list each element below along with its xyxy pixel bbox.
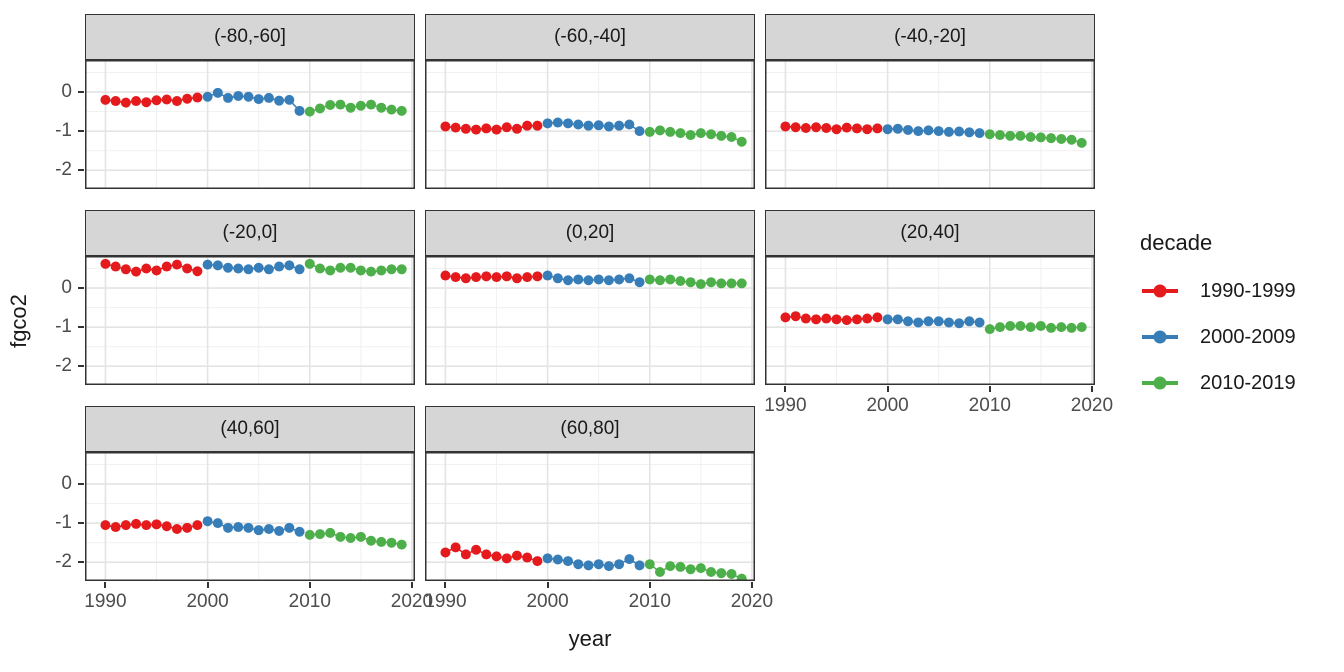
facet-panel <box>425 256 755 385</box>
y-tick-label: -2 <box>55 159 72 181</box>
facet-strip-label: (20,40] <box>900 222 960 243</box>
legend-key-2000-2009: 2000-2009 <box>1140 322 1296 352</box>
facet-strip-label: (-20,0] <box>222 222 278 243</box>
y-tick-mark <box>78 561 84 564</box>
x-tick-label: 2010 <box>968 395 1011 416</box>
x-tick-label: 1990 <box>84 591 127 612</box>
y-tick-mark <box>78 169 84 172</box>
y-tick-label: 0 <box>61 473 72 495</box>
facet-cell: (60,80] <box>425 406 755 581</box>
x-tick-label: 2010 <box>628 591 671 612</box>
facet-cell: (-20,0] <box>85 210 415 385</box>
x-tick-mark <box>546 582 549 588</box>
x-tick-label: 2020 <box>390 591 434 612</box>
legend: decade 1990-1999 2000-2009 2010-2019 <box>1140 230 1296 414</box>
facet-strip-label: (-60,-40] <box>554 26 626 47</box>
x-axis-title: year <box>568 626 612 651</box>
facet-strip: (-20,0] <box>85 210 415 256</box>
x-tick-label: 2000 <box>866 395 909 416</box>
x-tick-label: 2020 <box>1070 395 1114 416</box>
facet-strip: (40,60] <box>85 406 415 452</box>
facet-panel <box>85 60 415 189</box>
legend-line-point-icon <box>1142 376 1178 390</box>
facet-panel <box>765 60 1095 189</box>
x-tick-mark <box>750 582 753 588</box>
y-tick-label: -1 <box>55 120 72 142</box>
facet-panel <box>765 256 1095 385</box>
x-tick-label: 1990 <box>424 591 467 612</box>
y-tick-mark <box>78 91 84 94</box>
y-tick-label: -1 <box>55 316 72 338</box>
x-tick-label: 2020 <box>730 591 774 612</box>
y-tick-mark <box>78 522 84 525</box>
legend-line-point-icon <box>1142 330 1178 344</box>
facet-strip: (-60,-40] <box>425 14 755 60</box>
facet-cell: (20,40] <box>765 210 1095 385</box>
legend-line-point-icon <box>1142 284 1178 298</box>
x-tick-mark <box>784 386 787 392</box>
y-tick-label: 0 <box>61 81 72 103</box>
facet-cell: (40,60] <box>85 406 415 581</box>
facet-strip: (-40,-20] <box>765 14 1095 60</box>
facet-strip: (0,20] <box>425 210 755 256</box>
facet-strip: (-80,-60] <box>85 14 415 60</box>
facet-strip: (60,80] <box>425 406 755 452</box>
y-tick-mark <box>78 365 84 368</box>
y-tick-mark <box>78 483 84 486</box>
facet-strip-label: (-40,-20] <box>894 26 966 47</box>
x-tick-mark <box>104 582 107 588</box>
y-tick-mark <box>78 130 84 133</box>
x-tick-mark <box>308 582 311 588</box>
x-tick-mark <box>1090 386 1093 392</box>
y-tick-label: -2 <box>55 355 72 377</box>
x-tick-mark <box>206 582 209 588</box>
facet-panel <box>85 256 415 385</box>
x-tick-label: 2000 <box>186 591 229 612</box>
facet-cell: (-60,-40] <box>425 14 755 189</box>
facet-panel <box>85 452 415 581</box>
legend-label: 1990-1999 <box>1200 279 1296 302</box>
legend-key-1990-1999: 1990-1999 <box>1140 276 1296 306</box>
x-tick-mark <box>410 582 413 588</box>
y-tick-mark <box>78 326 84 329</box>
y-tick-mark <box>78 287 84 290</box>
x-tick-mark <box>988 386 991 392</box>
facet-strip-label: (40,60] <box>220 418 280 439</box>
facet-strip: (20,40] <box>765 210 1095 256</box>
facet-strip-label: (60,80] <box>560 418 620 439</box>
x-tick-mark <box>648 582 651 588</box>
y-tick-label: -2 <box>55 551 72 573</box>
facet-strip-label: (0,20] <box>565 222 615 243</box>
x-tick-mark <box>444 582 447 588</box>
x-tick-label: 2010 <box>288 591 331 612</box>
x-tick-mark <box>886 386 889 392</box>
facet-cell: (-40,-20] <box>765 14 1095 189</box>
facet-panel <box>425 452 755 581</box>
legend-label: 2010-2019 <box>1200 371 1296 394</box>
facet-cell: (0,20] <box>425 210 755 385</box>
x-tick-label: 1990 <box>764 395 807 416</box>
y-tick-label: 0 <box>61 277 72 299</box>
y-tick-label: -1 <box>55 512 72 534</box>
x-tick-label: 2000 <box>526 591 569 612</box>
facet-panel <box>425 60 755 189</box>
facet-strip-label: (-80,-60] <box>214 26 286 47</box>
facet-cell: (-80,-60] <box>85 14 415 189</box>
legend-title: decade <box>1140 230 1213 255</box>
legend-key-2010-2019: 2010-2019 <box>1140 368 1296 398</box>
legend-label: 2000-2009 <box>1200 325 1296 348</box>
